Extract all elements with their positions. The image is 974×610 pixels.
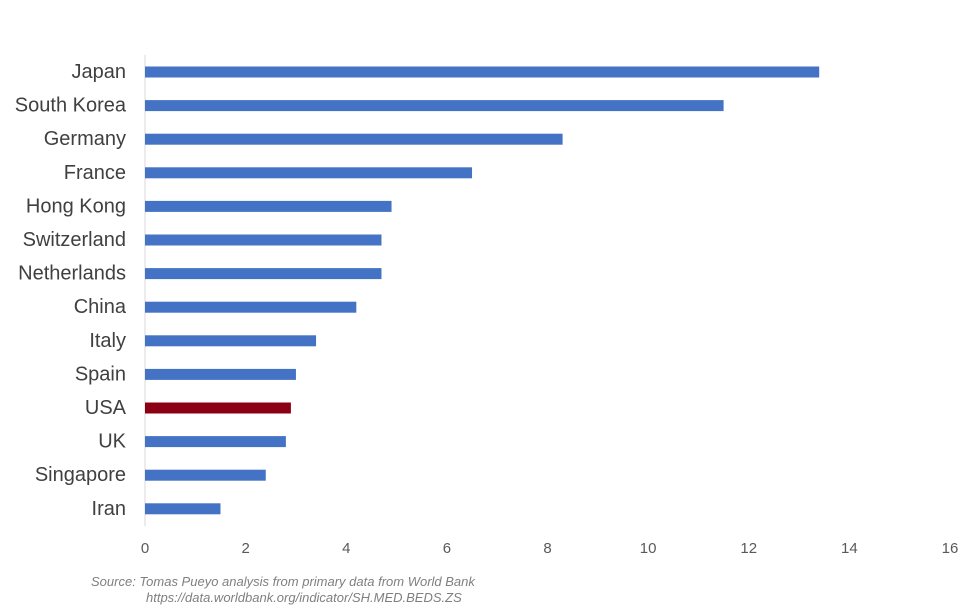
category-label-france: France [64, 162, 126, 184]
category-label-spain: Spain [75, 363, 126, 385]
source-line-1: Source: Tomas Pueyo analysis from primar… [91, 574, 475, 589]
category-label-japan: Japan [72, 61, 127, 83]
category-label-germany: Germany [44, 128, 126, 150]
category-labels: Japan South Korea Germany France Hong Kong Sw… [15, 61, 127, 520]
x-tick-2: 2 [241, 540, 249, 557]
source-line-2: https://data.worldbank.org/indicator/SH.… [146, 590, 462, 605]
category-label-italy: Italy [89, 330, 126, 352]
category-label-singapore: Singapore [35, 464, 126, 486]
bar-japan [145, 66, 820, 78]
bar-south-korea [145, 100, 724, 112]
x-tick-10: 10 [640, 540, 657, 557]
category-label-switzerland: Switzerland [23, 229, 126, 251]
category-label-usa: USA [85, 397, 127, 419]
bar-netherlands [145, 268, 382, 280]
bar-germany [145, 133, 563, 145]
bar-singapore [145, 469, 266, 481]
bars [145, 66, 820, 515]
x-tick-4: 4 [342, 540, 350, 557]
category-label-south-korea: South Korea [15, 95, 127, 117]
bar-spain [145, 368, 296, 380]
x-tick-6: 6 [443, 540, 451, 557]
x-tick-12: 12 [740, 540, 757, 557]
source-note: Source: Tomas Pueyo analysis from primar… [0, 574, 580, 606]
bar-usa [145, 402, 291, 414]
category-label-hong-kong: Hong Kong [26, 195, 126, 217]
bar-uk [145, 436, 286, 448]
bar-hong-kong [145, 200, 392, 212]
bar-china [145, 301, 357, 313]
bar-italy [145, 335, 317, 347]
category-label-china: China [74, 296, 127, 318]
x-tick-8: 8 [543, 540, 551, 557]
x-tick-0: 0 [141, 540, 149, 557]
category-label-netherlands: Netherlands [18, 263, 126, 285]
x-tick-labels: 0 2 4 6 8 10 12 14 16 [141, 540, 959, 557]
x-tick-16: 16 [942, 540, 959, 557]
category-label-iran: Iran [92, 498, 126, 520]
bar-switzerland [145, 234, 382, 246]
x-tick-14: 14 [841, 540, 858, 557]
bar-iran [145, 503, 221, 515]
bar-france [145, 167, 473, 179]
category-label-uk: UK [98, 431, 126, 453]
